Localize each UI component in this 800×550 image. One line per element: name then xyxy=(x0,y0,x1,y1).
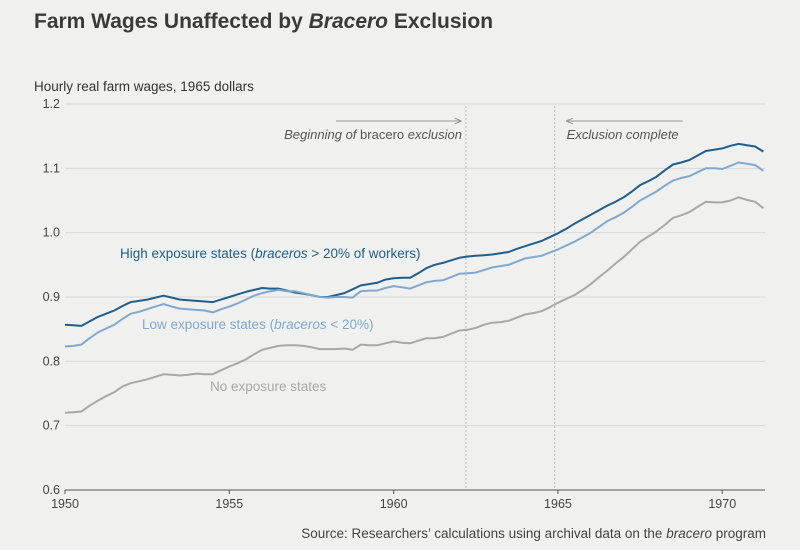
text-part-1: braceros xyxy=(274,317,327,332)
y-tick-label-0: 0.6 xyxy=(43,483,60,497)
y-tick-label-1: 0.7 xyxy=(43,419,60,433)
text-part-0: Source: Researchers’ calculations using … xyxy=(301,526,666,541)
source-note: Source: Researchers’ calculations using … xyxy=(301,526,766,541)
title-text-italic: Bracero xyxy=(308,10,389,33)
series-label-2: No exposure states xyxy=(210,379,327,394)
text-part-1: braceros xyxy=(255,246,308,261)
x-tick-label-4: 1970 xyxy=(708,497,736,511)
y-tick-label-5: 1.1 xyxy=(43,161,60,175)
y-tick-label-4: 1.0 xyxy=(43,226,60,240)
text-part-0: Exclusion complete xyxy=(567,127,679,142)
title-text-start: Farm Wages Unaffected by xyxy=(34,10,309,33)
text-part-2: > 20% of workers) xyxy=(308,246,421,261)
annotation-label-1: Exclusion complete xyxy=(567,127,679,142)
text-part-0: Beginning of xyxy=(284,127,360,142)
series-line-2 xyxy=(64,196,765,414)
series-line-1 xyxy=(64,161,764,348)
x-tick-label-0: 1950 xyxy=(51,497,79,511)
series-label-0: High exposure states (braceros > 20% of … xyxy=(120,246,421,261)
text-part-1: bracero xyxy=(666,526,712,541)
text-part-0: High exposure states ( xyxy=(120,246,256,261)
series-labels: High exposure states (braceros > 20% of … xyxy=(120,246,421,394)
text-part-1: bracero xyxy=(360,127,404,142)
text-part-2: exclusion xyxy=(404,127,462,142)
series-lines xyxy=(64,142,765,414)
series-line-0 xyxy=(64,142,764,327)
y-tick-label-6: 1.2 xyxy=(43,97,60,111)
x-tick-label-2: 1960 xyxy=(380,497,408,511)
annotations: Beginning of bracero exclusion Exclusion … xyxy=(284,106,683,490)
annotation-label-0: Beginning of bracero exclusion xyxy=(284,127,462,142)
text-part-2: < 20%) xyxy=(327,317,374,332)
series-label-1: Low exposure states (braceros < 20%) xyxy=(142,317,374,332)
title-text-end: Exclusion xyxy=(388,10,494,33)
text-part-0: Low exposure states ( xyxy=(142,317,275,332)
chart-title: Farm Wages Unaffected by Bracero Exclusi… xyxy=(34,10,493,34)
y-tick-label-2: 0.8 xyxy=(43,354,60,368)
text-part-0: No exposure states xyxy=(210,379,327,394)
y-axis-label: Hourly real farm wages, 1965 dollars xyxy=(34,79,254,94)
y-tick-label-3: 0.9 xyxy=(43,290,60,304)
axes: 0.6 0.7 0.8 0.9 1.0 1.1 1.2 1950 1955 1960 1965 197… xyxy=(43,97,765,511)
text-part-2: program xyxy=(712,526,766,541)
x-tick-label-3: 1965 xyxy=(544,497,572,511)
x-tick-label-1: 1955 xyxy=(215,497,243,511)
